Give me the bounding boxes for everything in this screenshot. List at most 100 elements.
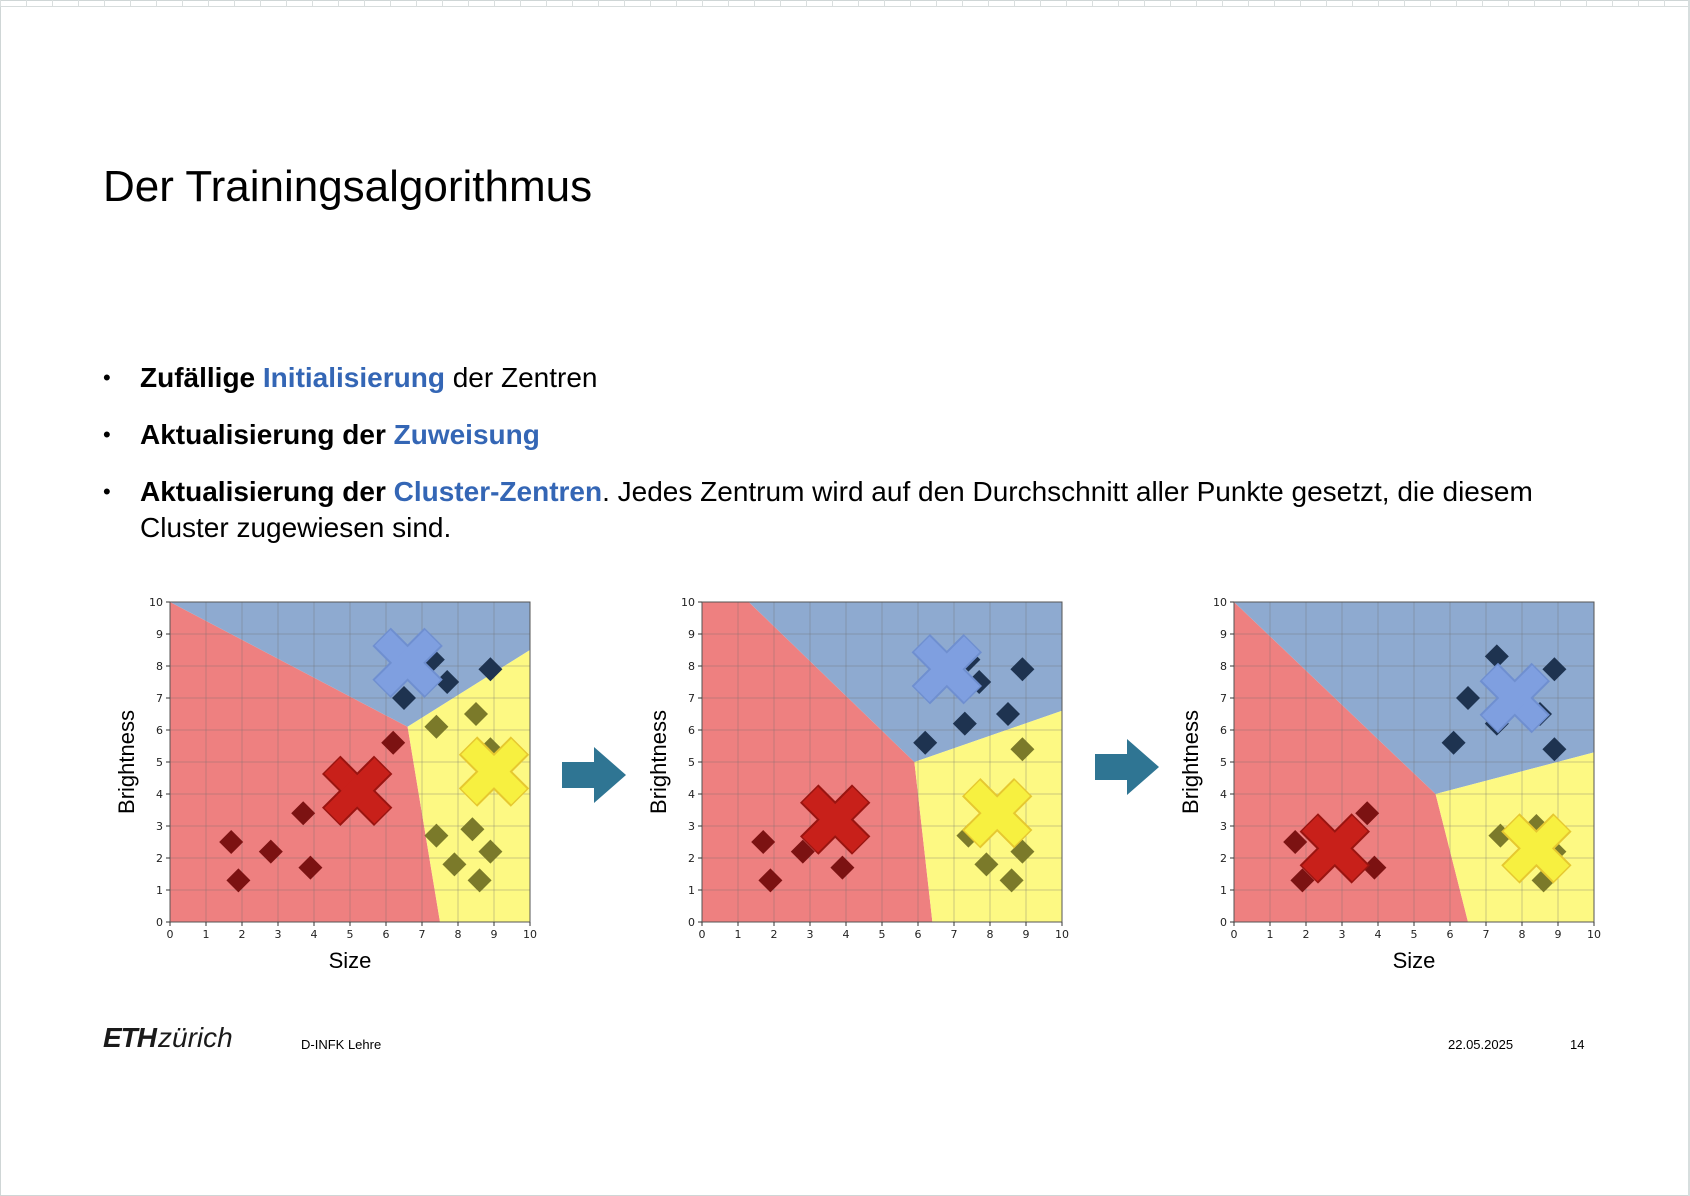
- y-tick-label: 5: [156, 756, 163, 769]
- bullet-highlight: Initialisierung: [262, 362, 445, 393]
- data-point-blue: [913, 730, 938, 755]
- center-stroke: [374, 630, 441, 696]
- y-tick-label: 6: [156, 724, 163, 737]
- cluster-center-red: [322, 755, 393, 826]
- x-tick-label: 2: [771, 928, 778, 941]
- y-tick-label: 2: [1220, 852, 1227, 865]
- y-tick-label: 0: [688, 916, 695, 929]
- x-tick-label: 8: [1519, 928, 1526, 941]
- right-arrow-shape: [1095, 739, 1159, 795]
- x-axis-label: Size: [1393, 948, 1436, 973]
- center-stroke: [461, 738, 527, 805]
- center-stroke: [914, 636, 980, 702]
- data-point-yellow: [467, 868, 492, 893]
- region-blue: [748, 602, 1062, 762]
- y-axis-label: Brightness: [114, 710, 139, 814]
- x-tick-label: 9: [491, 928, 498, 941]
- center-stroke: [802, 786, 868, 853]
- y-tick-label: 3: [156, 820, 163, 833]
- right-arrow-shape: [562, 747, 626, 803]
- logo-eth: ETH: [103, 1022, 157, 1053]
- bullet-rest: der Zentren: [444, 362, 598, 393]
- y-tick-label: 4: [156, 788, 163, 801]
- y-axis-label: Brightness: [1178, 710, 1203, 814]
- y-tick-label: 10: [149, 596, 163, 609]
- cluster-center-blue: [911, 634, 982, 705]
- x-tick-label: 1: [735, 928, 742, 941]
- data-point-red: [1355, 801, 1380, 826]
- x-tick-label: 5: [1411, 928, 1418, 941]
- x-tick-label: 3: [1339, 928, 1346, 941]
- bullet-list: Zufällige Initialisierung der Zentren Ak…: [103, 360, 1623, 567]
- data-point-blue: [1456, 686, 1480, 710]
- data-point-red: [830, 855, 855, 880]
- data-point-red: [226, 868, 251, 893]
- window-right-edge: [1688, 0, 1690, 1196]
- data-point-yellow: [1488, 823, 1513, 848]
- data-point-yellow: [478, 839, 503, 864]
- x-tick-label: 0: [1231, 928, 1238, 941]
- x-tick-label: 2: [1303, 928, 1310, 941]
- data-point-red: [381, 730, 406, 755]
- data-point-yellow: [1010, 737, 1035, 762]
- x-tick-label: 4: [311, 928, 318, 941]
- y-tick-label: 7: [156, 692, 163, 705]
- x-tick-label: 7: [1483, 928, 1490, 941]
- bullet-highlight: Zuweisung: [393, 419, 540, 450]
- cluster-center-yellow: [1501, 813, 1572, 884]
- center-stroke: [1503, 815, 1570, 882]
- data-point-red: [291, 801, 316, 826]
- data-point-red: [1283, 830, 1308, 854]
- data-point-red: [751, 830, 776, 854]
- y-tick-label: 10: [681, 596, 695, 609]
- right-arrow-icon: [562, 747, 626, 803]
- y-tick-label: 5: [688, 756, 695, 769]
- right-arrow-icon: [1095, 739, 1159, 795]
- data-point-blue: [1542, 657, 1567, 682]
- y-tick-label: 1: [1220, 884, 1227, 897]
- x-tick-label: 7: [419, 928, 426, 941]
- x-tick-label: 5: [347, 928, 354, 941]
- x-tick-label: 5: [879, 928, 886, 941]
- data-point-blue: [952, 711, 977, 736]
- y-tick-label: 4: [1220, 788, 1227, 801]
- y-tick-label: 9: [688, 628, 695, 641]
- x-tick-label: 7: [951, 928, 958, 941]
- y-tick-label: 8: [1220, 660, 1227, 673]
- data-point-yellow: [424, 714, 449, 739]
- bullet-strong: Aktualisierung der: [140, 419, 394, 450]
- y-tick-label: 6: [688, 724, 695, 737]
- center-stroke: [1482, 665, 1548, 731]
- center-stroke: [964, 780, 1030, 846]
- slide-title: Der Trainingsalgorithmus: [103, 162, 593, 211]
- x-tick-label: 6: [1447, 928, 1454, 941]
- top-ruler: [0, 0, 1690, 7]
- kmeans-chart-update: 0 1 2 3 4 5 6 7 8 9 10 0 1 2 3 4 5 6 7 8 9 10 Size Brightness: [1178, 596, 1601, 973]
- y-tick-label: 8: [156, 660, 163, 673]
- logo-zurich: zürich: [158, 1022, 233, 1053]
- data-point-red: [1290, 868, 1315, 893]
- y-tick-label: 2: [156, 852, 163, 865]
- x-tick-label: 4: [843, 928, 850, 941]
- bullet-strong: Zufällige: [140, 362, 263, 393]
- y-tick-label: 8: [688, 660, 695, 673]
- data-point-yellow: [999, 868, 1024, 893]
- data-point-blue: [435, 670, 460, 694]
- x-tick-label: 8: [987, 928, 994, 941]
- footer-department: D-INFK Lehre: [301, 1037, 382, 1052]
- x-tick-label: 6: [383, 928, 390, 941]
- y-tick-label: 2: [688, 852, 695, 865]
- bullet-highlight: Cluster-Zentren: [393, 476, 603, 507]
- y-tick-label: 10: [1213, 596, 1227, 609]
- x-tick-label: 3: [807, 928, 814, 941]
- data-point-yellow: [464, 702, 488, 726]
- data-point-red: [758, 868, 783, 893]
- data-point-blue: [392, 686, 416, 710]
- x-tick-label: 10: [1055, 928, 1069, 941]
- x-tick-label: 3: [275, 928, 282, 941]
- data-point-red: [219, 830, 244, 854]
- x-tick-label: 0: [699, 928, 706, 941]
- y-tick-label: 0: [1220, 916, 1227, 929]
